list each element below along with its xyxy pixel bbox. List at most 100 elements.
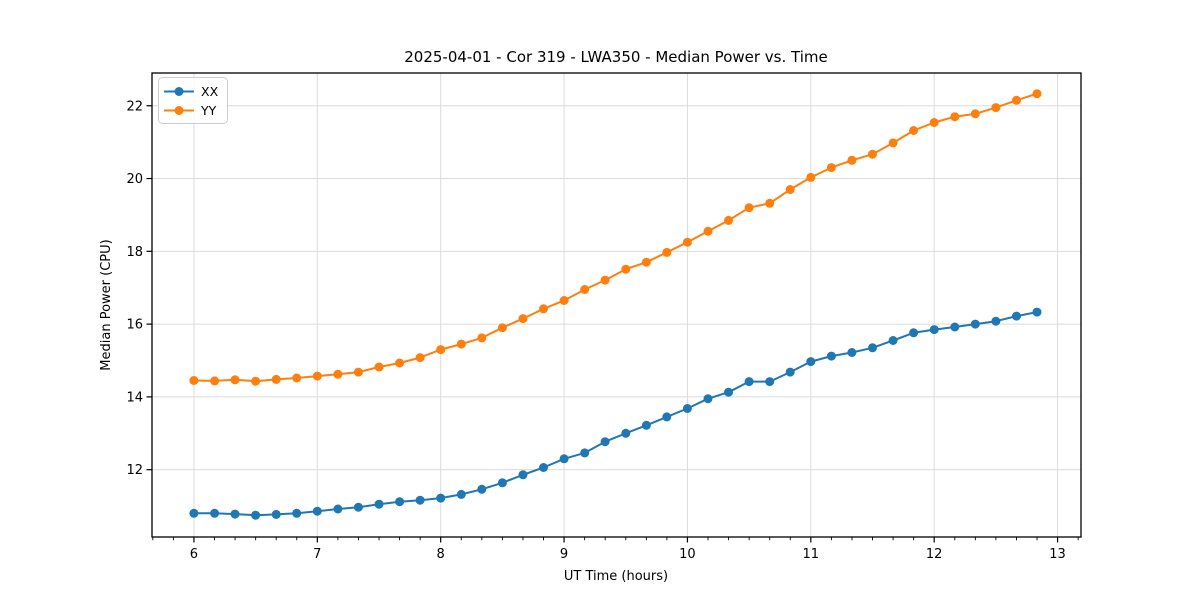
data-point — [251, 376, 261, 386]
data-point — [230, 375, 240, 385]
data-point — [806, 172, 816, 182]
data-point — [662, 247, 672, 257]
legend-entry-yy: YY — [164, 103, 217, 118]
data-point — [477, 484, 487, 494]
data-point — [765, 377, 775, 387]
data-point — [415, 353, 425, 363]
chart-title: 2025-04-01 - Cor 319 - LWA350 - Median P… — [404, 48, 828, 66]
data-point — [580, 285, 590, 294]
data-point — [436, 345, 446, 355]
data-point — [806, 357, 816, 367]
data-point — [456, 339, 466, 349]
data-point — [682, 404, 692, 413]
data-point — [724, 387, 733, 397]
y-axis-label: Median Power (CPU) — [99, 239, 114, 370]
data-point — [826, 163, 836, 173]
data-point — [497, 478, 507, 488]
data-point — [497, 323, 507, 333]
y-tick-label: 14 — [126, 390, 143, 405]
data-point — [559, 296, 569, 305]
plot-border — [151, 72, 1082, 538]
x-tick-label: 6 — [190, 547, 198, 562]
data-point — [312, 506, 322, 516]
legend: XX YY — [158, 77, 228, 124]
data-point — [210, 376, 220, 386]
data-point — [868, 149, 877, 159]
y-tick-label: 18 — [126, 245, 143, 260]
series-line-yy — [193, 92, 1038, 383]
data-point — [970, 319, 980, 329]
data-point — [251, 510, 261, 520]
data-point — [374, 499, 384, 509]
x-tick-label: 12 — [926, 547, 943, 562]
data-point — [230, 509, 240, 519]
data-point — [353, 502, 363, 512]
data-point — [333, 504, 343, 514]
y-tick-label: 22 — [126, 99, 143, 114]
data-point — [415, 495, 425, 505]
x-tick-label: 10 — [679, 547, 696, 562]
y-tick-label: 12 — [126, 463, 143, 478]
data-point — [271, 374, 281, 384]
data-point — [1012, 311, 1021, 321]
data-point — [559, 454, 569, 464]
data-point — [292, 373, 302, 383]
data-point — [518, 314, 528, 324]
tick-label-layer: 6 7 8 9 10 11 12 13 12 14 16 18 20 22 — [126, 99, 1065, 562]
data-point — [991, 103, 1001, 113]
data-point — [395, 497, 405, 507]
data-point — [189, 508, 199, 518]
data-point — [1032, 89, 1042, 99]
series-layer — [189, 89, 1042, 520]
data-point — [662, 412, 672, 422]
data-point — [436, 493, 446, 503]
data-point — [477, 333, 487, 343]
series-line-xx — [193, 311, 1038, 517]
data-point — [929, 118, 939, 127]
series-yy — [189, 89, 1042, 386]
data-point — [210, 508, 220, 518]
x-tick-label: 7 — [313, 547, 321, 562]
data-point — [189, 376, 199, 385]
x-tick-label: 13 — [1049, 547, 1066, 562]
data-point — [395, 358, 405, 368]
x-tick-label: 11 — [803, 547, 820, 562]
data-point — [456, 489, 466, 499]
data-point — [600, 275, 610, 285]
data-point — [909, 126, 919, 135]
data-point — [888, 336, 898, 345]
series-xx — [189, 307, 1042, 520]
data-point — [1012, 95, 1021, 105]
y-tick-label: 16 — [126, 318, 143, 333]
data-point — [703, 226, 713, 236]
data-point — [744, 203, 754, 213]
data-point — [312, 371, 322, 381]
data-point — [641, 420, 651, 430]
data-point — [703, 394, 713, 404]
data-point — [765, 198, 775, 208]
data-point — [353, 367, 363, 377]
data-point — [539, 304, 548, 314]
data-point — [868, 343, 877, 353]
y-tick-label: 20 — [126, 172, 143, 187]
data-point — [682, 237, 692, 247]
grid-layer — [152, 73, 1081, 537]
data-point — [826, 351, 836, 361]
data-point — [518, 470, 528, 480]
data-point — [785, 367, 795, 377]
data-point — [292, 508, 302, 518]
data-point — [539, 463, 548, 472]
data-point — [580, 448, 590, 458]
data-point — [333, 369, 343, 379]
legend-marker-yy — [174, 106, 184, 115]
data-point — [641, 257, 651, 267]
data-point — [847, 155, 857, 165]
legend-label-xx: XX — [201, 84, 219, 99]
data-point — [991, 316, 1001, 326]
axes-layer — [151, 72, 1082, 538]
data-point — [621, 428, 631, 438]
data-point — [888, 138, 898, 148]
data-point — [909, 328, 919, 338]
